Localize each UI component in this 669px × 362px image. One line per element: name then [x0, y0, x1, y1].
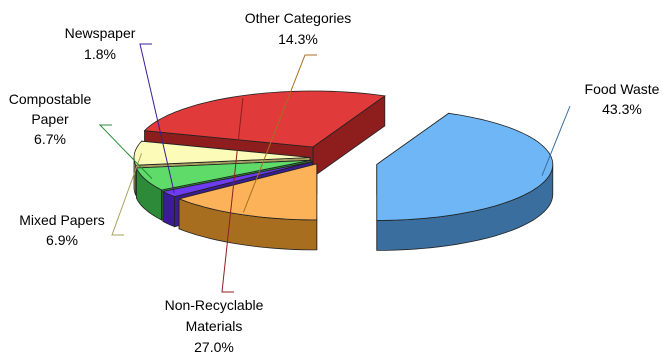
leader-line-other [242, 54, 317, 213]
leader-line-news [139, 43, 175, 193]
label-compostable-value: 6.7% [34, 131, 66, 147]
slice-news-top [161, 161, 313, 198]
label-mixed-papers: Mixed Papers 6.9% [19, 212, 105, 248]
label-other-value: 14.3% [278, 31, 318, 47]
label-food-value: 43.3% [602, 101, 642, 117]
leader-line-food [541, 105, 571, 176]
slice-comp-top [135, 159, 311, 191]
pie-slices [133, 90, 554, 251]
label-compostable-paper: Compostable Paper 6.7% [9, 91, 92, 147]
label-newspaper-name: Newspaper [65, 25, 136, 41]
label-nonrecyclable-line2: Materials [186, 318, 243, 334]
label-newspaper: Newspaper 1.8% [65, 25, 136, 62]
label-mixed-papers-name: Mixed Papers [19, 212, 105, 228]
slice-mixed-top [133, 140, 311, 166]
leader-line-comp [98, 124, 153, 179]
leader-line-mixed [111, 153, 143, 236]
label-other-categories: Other Categories 14.3% [245, 10, 352, 47]
slice-nonrec-top [143, 90, 386, 148]
label-nonrecyclable-value: 27.0% [194, 339, 234, 355]
label-newspaper-value: 1.8% [84, 46, 116, 62]
slice-other-top [177, 163, 318, 221]
slice-food-top [376, 112, 554, 221]
label-nonrecyclable-line1: Non-Recyclable [165, 297, 264, 313]
label-food-name: Food Waste [585, 81, 660, 97]
leader-lines [98, 43, 571, 293]
leader-line-nonrec [221, 98, 244, 293]
slice-news-side-0 [162, 190, 175, 228]
label-mixed-papers-value: 6.9% [46, 232, 78, 248]
label-other-name: Other Categories [245, 10, 352, 26]
label-compostable-line1: Compostable [9, 91, 92, 107]
label-nonrecyclable: Non-Recyclable Materials 27.0% [165, 297, 264, 355]
label-food: Food Waste 43.3% [585, 81, 660, 117]
label-compostable-line2: Paper [31, 111, 69, 127]
